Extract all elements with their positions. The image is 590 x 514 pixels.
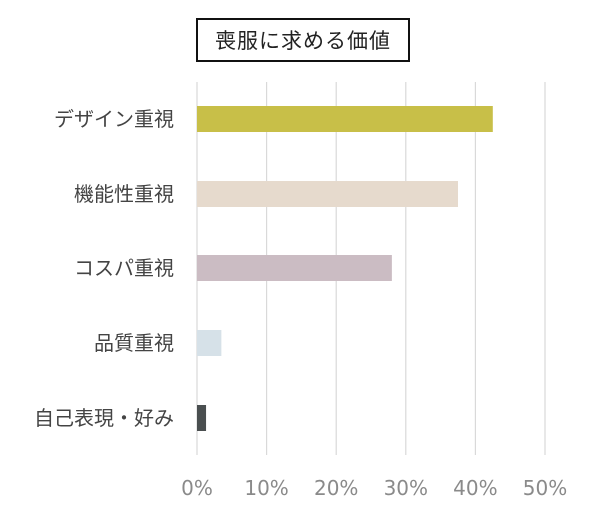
x-tick-label: 40%: [453, 476, 497, 500]
x-tick-label: 50%: [523, 476, 567, 500]
bar: [197, 405, 207, 431]
category-label: 機能性重視: [74, 182, 174, 206]
bar: [197, 181, 458, 207]
x-tick-label: 20%: [314, 476, 358, 500]
category-label: 品質重視: [94, 331, 174, 355]
category-label: 自己表現・好み: [34, 406, 174, 430]
category-label: コスパ重視: [74, 256, 174, 280]
bar: [197, 106, 493, 132]
x-tick-label: 30%: [384, 476, 428, 500]
x-tick-label: 0%: [181, 476, 213, 500]
bar: [197, 330, 222, 356]
x-tick-label: 10%: [244, 476, 288, 500]
chart-title: 喪服に求める価値: [196, 18, 410, 62]
category-label: デザイン重視: [54, 107, 174, 131]
bar: [197, 255, 392, 281]
